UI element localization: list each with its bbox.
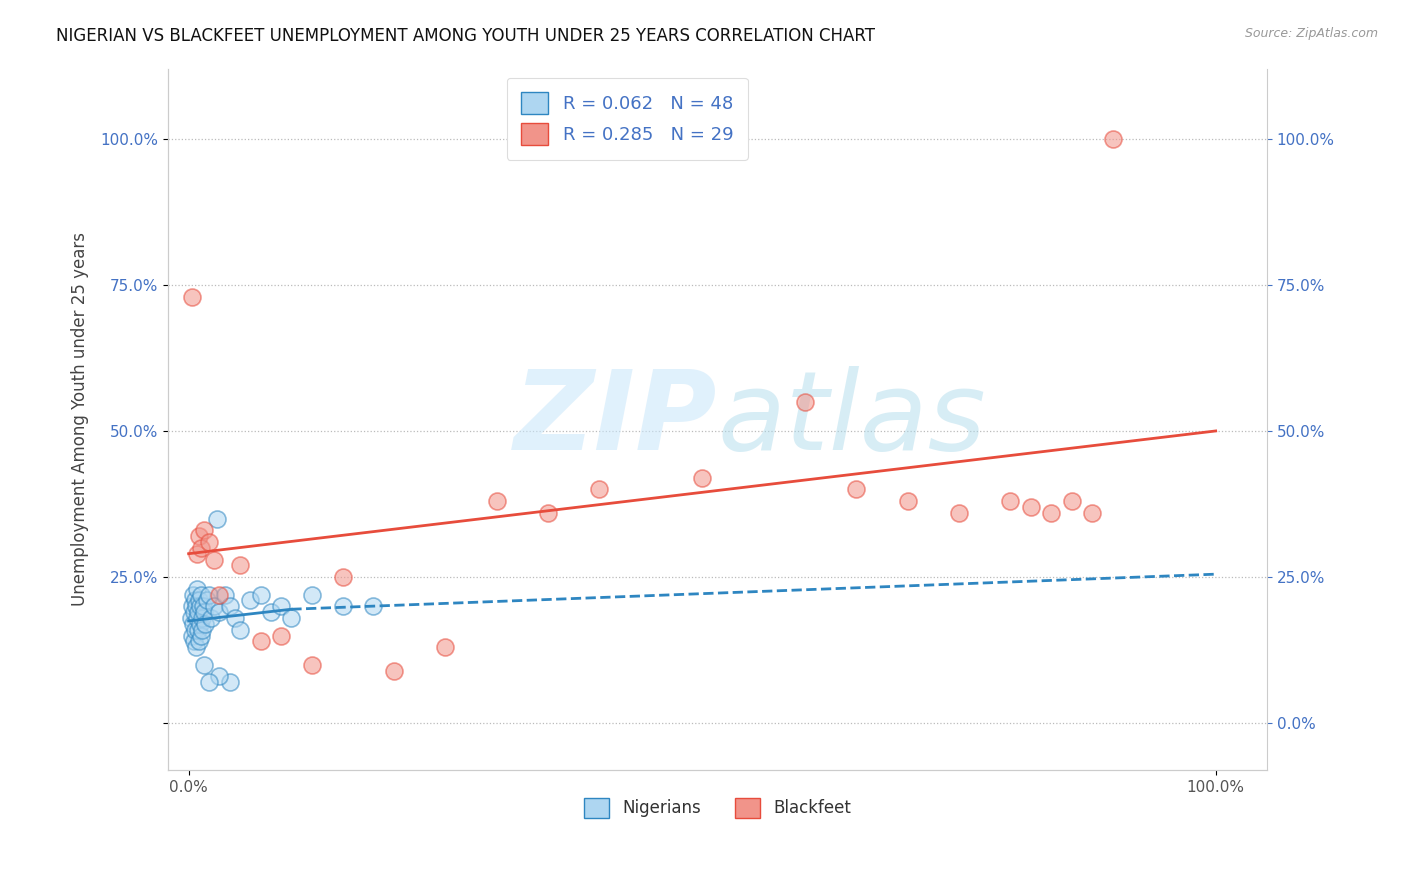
Point xyxy=(198,535,221,549)
Point xyxy=(214,588,236,602)
Point xyxy=(249,634,271,648)
Point xyxy=(896,494,918,508)
Point xyxy=(239,593,262,607)
Point xyxy=(193,524,215,538)
Point xyxy=(845,483,868,497)
Point xyxy=(280,611,302,625)
Point xyxy=(184,593,207,607)
Point xyxy=(1081,506,1104,520)
Point xyxy=(180,611,202,625)
Point xyxy=(190,588,212,602)
Point xyxy=(218,599,240,614)
Point xyxy=(1102,131,1125,145)
Point xyxy=(1019,500,1042,514)
Point xyxy=(229,558,252,573)
Point xyxy=(181,616,204,631)
Point xyxy=(690,471,713,485)
Point xyxy=(187,623,209,637)
Point xyxy=(191,623,214,637)
Point xyxy=(184,623,207,637)
Point xyxy=(301,588,323,602)
Point xyxy=(202,599,225,614)
Point xyxy=(198,588,221,602)
Point xyxy=(1060,494,1083,508)
Point xyxy=(180,289,202,303)
Y-axis label: Unemployment Among Youth under 25 years: Unemployment Among Youth under 25 years xyxy=(72,232,89,607)
Point xyxy=(187,529,209,543)
Point xyxy=(183,605,205,619)
Point xyxy=(588,483,610,497)
Point xyxy=(301,657,323,672)
Text: NIGERIAN VS BLACKFEET UNEMPLOYMENT AMONG YOUTH UNDER 25 YEARS CORRELATION CHART: NIGERIAN VS BLACKFEET UNEMPLOYMENT AMONG… xyxy=(56,27,876,45)
Point xyxy=(184,640,207,655)
Point xyxy=(1000,494,1022,508)
Point xyxy=(187,593,209,607)
Point xyxy=(183,634,205,648)
Point xyxy=(537,506,560,520)
Point xyxy=(194,616,217,631)
Text: Source: ZipAtlas.com: Source: ZipAtlas.com xyxy=(1244,27,1378,40)
Point xyxy=(186,547,208,561)
Point xyxy=(193,657,215,672)
Point xyxy=(181,588,204,602)
Point xyxy=(193,605,215,619)
Point xyxy=(195,593,218,607)
Point xyxy=(188,599,211,614)
Point xyxy=(332,570,354,584)
Point xyxy=(793,394,815,409)
Point xyxy=(1040,506,1063,520)
Point xyxy=(180,599,202,614)
Point xyxy=(180,628,202,642)
Point xyxy=(207,511,229,525)
Point xyxy=(485,494,508,508)
Point xyxy=(184,599,207,614)
Point xyxy=(270,628,292,642)
Point xyxy=(363,599,385,614)
Text: atlas: atlas xyxy=(717,366,986,473)
Point xyxy=(186,611,208,625)
Point xyxy=(434,640,457,655)
Point xyxy=(208,605,231,619)
Point xyxy=(188,616,211,631)
Text: ZIP: ZIP xyxy=(515,366,717,473)
Point xyxy=(229,623,252,637)
Point xyxy=(382,664,405,678)
Point xyxy=(186,582,208,596)
Point xyxy=(191,611,214,625)
Point xyxy=(270,599,292,614)
Point xyxy=(249,588,271,602)
Point xyxy=(190,628,212,642)
Point xyxy=(190,541,212,555)
Point xyxy=(198,675,221,690)
Point xyxy=(208,669,231,683)
Point xyxy=(200,611,222,625)
Point xyxy=(260,605,283,619)
Point xyxy=(208,588,231,602)
Point xyxy=(948,506,970,520)
Point xyxy=(332,599,354,614)
Point xyxy=(218,675,240,690)
Point xyxy=(191,599,214,614)
Point xyxy=(187,634,209,648)
Legend: Nigerians, Blackfeet: Nigerians, Blackfeet xyxy=(578,791,858,825)
Point xyxy=(187,605,209,619)
Point xyxy=(202,552,225,566)
Point xyxy=(224,611,246,625)
